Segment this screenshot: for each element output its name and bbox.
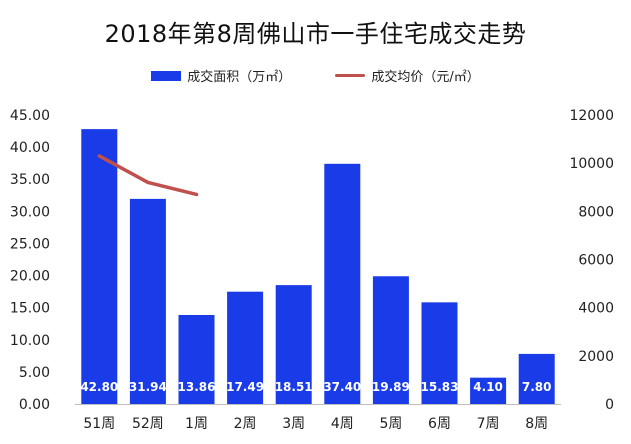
price-point xyxy=(146,180,150,184)
bar-data-label: 37.40 xyxy=(323,380,361,394)
x-tick-label: 3周 xyxy=(282,416,305,432)
x-tick-label: 8周 xyxy=(525,416,548,432)
legend-swatch-line xyxy=(335,74,366,77)
x-tick-label: 51周 xyxy=(83,416,115,432)
y-left-tick-label: 40.00 xyxy=(10,140,50,156)
bar-data-label: 7.80 xyxy=(522,380,552,394)
x-tick-label: 7周 xyxy=(477,416,500,432)
bar-data-label: 18.51 xyxy=(275,380,313,394)
y-left-tick-label: 35.00 xyxy=(10,172,50,188)
legend-item-price: 成交均价（元/㎡） xyxy=(335,66,480,85)
bar xyxy=(421,302,458,404)
price-point xyxy=(195,192,198,196)
bar-data-label: 13.86 xyxy=(178,380,216,394)
bar xyxy=(470,377,507,404)
y-left-tick-label: 20.00 xyxy=(10,269,50,285)
y-right-tick-label: 0 xyxy=(605,397,614,413)
bar-data-label: 15.83 xyxy=(421,380,459,394)
bar xyxy=(372,276,409,404)
bar-data-label: 19.89 xyxy=(372,380,410,394)
y-right-tick-label: 8000 xyxy=(578,204,614,220)
bar xyxy=(518,353,555,404)
y-left-tick-label: 45.00 xyxy=(10,108,50,124)
legend-label-price: 成交均价（元/㎡） xyxy=(371,70,480,85)
y-left-tick-label: 25.00 xyxy=(10,236,50,252)
bar xyxy=(178,314,215,404)
chart-title: 2018年第8周佛山市一手住宅成交走势 xyxy=(104,20,527,48)
legend-label-area: 成交面积（万㎡） xyxy=(187,70,292,85)
price-point xyxy=(97,154,101,158)
bar-data-label: 4.10 xyxy=(473,380,503,394)
y-left-tick-label: 30.00 xyxy=(10,204,50,220)
y-right-tick-label: 4000 xyxy=(578,301,614,317)
y-left-tick-label: 10.00 xyxy=(10,333,50,349)
x-tick-label: 5周 xyxy=(379,416,402,432)
y-left-tick-label: 5.00 xyxy=(19,365,50,381)
bar xyxy=(129,198,166,404)
y-right-tick-label: 12000 xyxy=(569,108,614,124)
bar xyxy=(324,163,361,404)
bar-data-label: 31.94 xyxy=(129,380,167,394)
bar xyxy=(275,285,312,404)
bar xyxy=(81,129,118,404)
y-right-tick-label: 10000 xyxy=(569,156,614,172)
bar-data-label: 42.80 xyxy=(80,380,118,394)
chart-legend: 成交面积（万㎡） 成交均价（元/㎡） xyxy=(0,66,631,85)
legend-item-area: 成交面积（万㎡） xyxy=(151,66,291,85)
y-right-tick-label: 2000 xyxy=(578,349,614,365)
y-right-tick-label: 6000 xyxy=(578,253,614,269)
bar xyxy=(227,291,264,404)
x-tick-label: 4周 xyxy=(331,416,354,432)
bar-data-label: 17.49 xyxy=(226,380,264,394)
x-tick-label: 1周 xyxy=(185,416,208,432)
x-tick-label: 52周 xyxy=(132,416,164,432)
y-left-tick-label: 0.00 xyxy=(19,397,50,413)
x-tick-label: 2周 xyxy=(234,416,257,432)
x-tick-label: 6周 xyxy=(428,416,451,432)
legend-swatch-bar xyxy=(151,70,182,81)
y-left-tick-label: 15.00 xyxy=(10,301,50,317)
